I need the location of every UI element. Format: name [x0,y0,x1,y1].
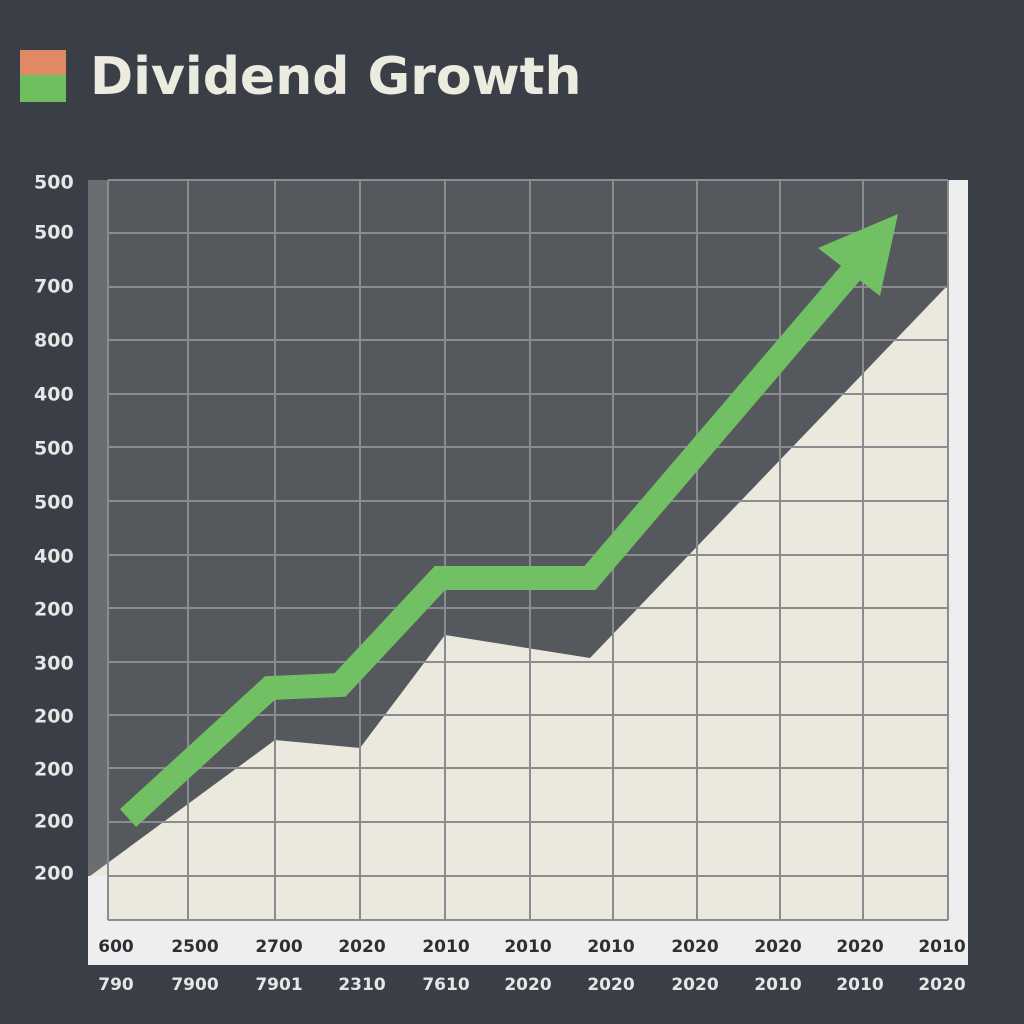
x-axis-label: 2020 [671,975,718,995]
y-axis-label: 200 [34,599,74,621]
y-axis-label: 700 [34,276,74,298]
y-axis-label: 500 [34,222,74,244]
x-axis-label: 7610 [422,975,469,995]
x-axis-label: 790 [98,975,134,995]
y-axis-label: 800 [34,330,74,352]
x-axis-label: 2010 [422,937,469,957]
y-axis-label: 500 [34,438,74,460]
chart-title: Dividend Growth [90,47,582,107]
y-axis-label: 200 [34,863,74,885]
y-axis-label: 200 [34,706,74,728]
x-axis-label: 2010 [587,937,634,957]
x-axis-label: 2010 [836,975,883,995]
trend-arrow [119,254,870,827]
y-axis-label: 200 [34,811,74,833]
y-axis-label: 400 [34,546,74,568]
x-axis-label: 2700 [255,937,302,957]
y-axis-label: 500 [34,172,74,194]
x-axis-label: 2020 [671,937,718,957]
y-axis-label: 300 [34,653,74,675]
x-axis-label: 2020 [504,975,551,995]
area-fill [90,285,948,920]
y-axis-label: 500 [34,492,74,514]
x-axis-label: 2500 [171,937,218,957]
x-axis-label: 7900 [171,975,218,995]
x-axis-label: 2010 [504,937,551,957]
y-axis-label: 200 [34,759,74,781]
x-axis-label: 2020 [836,937,883,957]
x-axis-label: 2310 [338,975,385,995]
x-axis-label: 2010 [754,975,801,995]
legend-swatch-top [20,50,66,75]
x-axis-label: 2010 [918,937,965,957]
x-axis-label: 2020 [338,937,385,957]
legend-swatch-bottom [20,75,66,102]
x-axis-label: 600 [98,937,134,957]
arrow-head [818,214,898,296]
x-axis-label: 7901 [255,975,302,995]
x-axis-label: 2020 [754,937,801,957]
x-axis-label: 2020 [587,975,634,995]
x-axis-label: 2020 [918,975,965,995]
left-strip [88,180,108,876]
labels: 500 500 700 800 400 500 500 400 200 300 200 200 200 2… [34,172,966,996]
y-axis-label: 400 [34,384,74,406]
